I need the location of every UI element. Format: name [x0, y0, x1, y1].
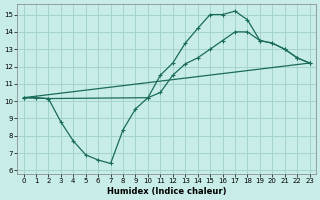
- X-axis label: Humidex (Indice chaleur): Humidex (Indice chaleur): [107, 187, 226, 196]
